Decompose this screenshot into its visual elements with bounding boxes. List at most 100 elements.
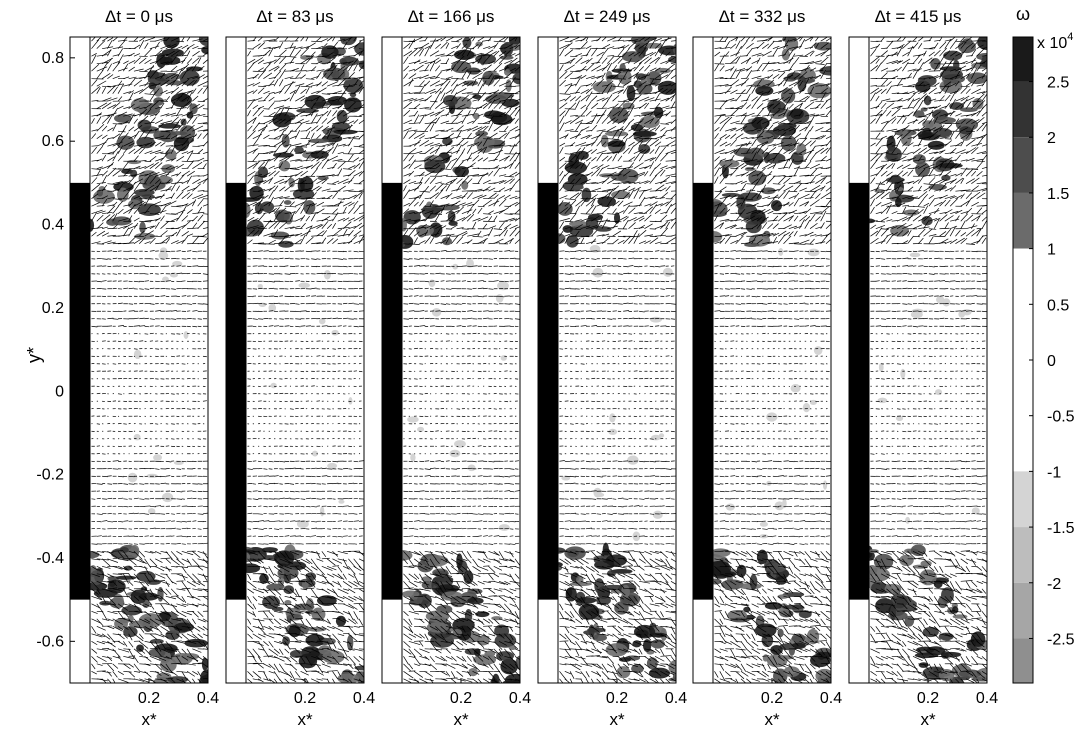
velocity-vector: [348, 63, 354, 72]
velocity-vector: [316, 258, 321, 260]
velocity-vector: [123, 603, 132, 607]
velocity-vector: [342, 136, 351, 140]
velocity-vector: [326, 116, 336, 124]
vorticity-patch: [337, 673, 360, 683]
velocity-vector: [263, 83, 275, 87]
velocity-vector: [488, 460, 495, 463]
y-tick-label: 0.4: [42, 217, 64, 234]
velocity-vector: [284, 212, 292, 215]
velocity-vector: [139, 147, 146, 154]
velocity-vector: [445, 573, 452, 582]
velocity-vector: [310, 125, 319, 132]
velocity-vector: [326, 678, 330, 683]
velocity-vector: [310, 558, 319, 569]
velocity-vector: [326, 155, 339, 162]
velocity-vector: [155, 210, 167, 215]
plate: [382, 182, 402, 600]
velocity-vector: [128, 648, 135, 659]
velocity-vector: [257, 633, 266, 638]
velocity-vector: [316, 45, 324, 49]
velocity-vector: [295, 189, 305, 192]
velocity-vector: [440, 671, 448, 676]
velocity-vector: [305, 204, 312, 214]
velocity-vector: [467, 603, 476, 608]
velocity-vector: [348, 588, 356, 594]
velocity-vector: [337, 520, 343, 522]
velocity-vector: [117, 325, 124, 327]
velocity-vector: [139, 210, 150, 215]
vorticity-patch: [127, 159, 142, 165]
velocity-vector: [149, 137, 159, 140]
velocity-vector: [123, 641, 128, 647]
velocity-vector: [128, 483, 135, 485]
velocity-vector: [186, 66, 194, 72]
velocity-vector: [289, 588, 298, 596]
velocity-vector: [107, 558, 119, 563]
velocity-vector: [149, 65, 155, 72]
velocity-vector: [358, 192, 363, 199]
x-tick-label: 0.4: [197, 690, 219, 707]
velocity-vector: [252, 229, 260, 237]
vorticity-patch: [454, 166, 469, 177]
velocity-vector: [435, 656, 446, 662]
vorticity-patch: [281, 134, 290, 148]
velocity-vector: [160, 113, 170, 117]
velocity-vector: [123, 63, 129, 72]
velocity-vector: [202, 527, 208, 530]
vorticity-patch: [346, 634, 354, 651]
velocity-vector: [289, 633, 298, 641]
velocity-vector: [170, 611, 179, 617]
velocity-vector: [408, 565, 417, 567]
velocity-vector: [144, 611, 152, 617]
velocity-vector: [192, 38, 203, 42]
y-tick-label: 0.8: [42, 50, 64, 67]
velocity-vector: [165, 551, 173, 560]
velocity-vector: [258, 573, 267, 575]
velocity-vector: [466, 671, 472, 677]
velocity-vector: [149, 295, 154, 297]
velocity-vector: [117, 656, 123, 662]
velocity-vector: [257, 678, 264, 683]
vorticity-patch: [128, 199, 142, 210]
velocity-vector: [91, 86, 100, 94]
velocity-vector: [440, 573, 453, 577]
velocity-vector: [294, 72, 301, 79]
velocity-vector: [268, 59, 277, 64]
velocity-vector: [101, 102, 112, 109]
velocity-vector: [321, 110, 329, 117]
velocity-vector: [311, 152, 318, 155]
velocity-vector: [149, 250, 155, 252]
velocity-vector: [279, 79, 284, 87]
velocity-vector: [107, 113, 114, 124]
velocity-vector: [504, 633, 512, 643]
velocity-vector: [268, 611, 275, 617]
velocity-vector: [305, 611, 311, 617]
velocity-vector: [343, 168, 352, 170]
velocity-vector: [337, 566, 343, 573]
velocity-vector: [181, 133, 191, 140]
vorticity-patch: [114, 113, 132, 123]
velocity-vector: [101, 214, 111, 222]
velocity-vector: [343, 250, 347, 253]
velocity-vector: [197, 81, 208, 87]
velocity-vector: [353, 633, 364, 637]
velocity-vector: [403, 558, 408, 565]
velocity-vector: [305, 164, 314, 170]
velocity-vector: [332, 191, 339, 199]
velocity-vector: [160, 61, 169, 65]
velocity-vector: [424, 618, 432, 625]
velocity-vector: [107, 167, 117, 177]
velocity-vector: [326, 57, 336, 64]
velocity-vector: [279, 106, 290, 110]
velocity-vector: [186, 58, 193, 64]
velocity-vector: [493, 551, 500, 556]
velocity-vector: [117, 54, 124, 64]
velocity-vector: [295, 318, 302, 320]
velocity-vector: [197, 235, 207, 238]
velocity-vector: [187, 303, 192, 305]
velocity-vector: [326, 558, 336, 566]
velocity-vector: [149, 580, 157, 582]
velocity-vector: [284, 648, 290, 654]
velocity-vector: [435, 512, 441, 515]
velocity-vector: [294, 588, 300, 598]
